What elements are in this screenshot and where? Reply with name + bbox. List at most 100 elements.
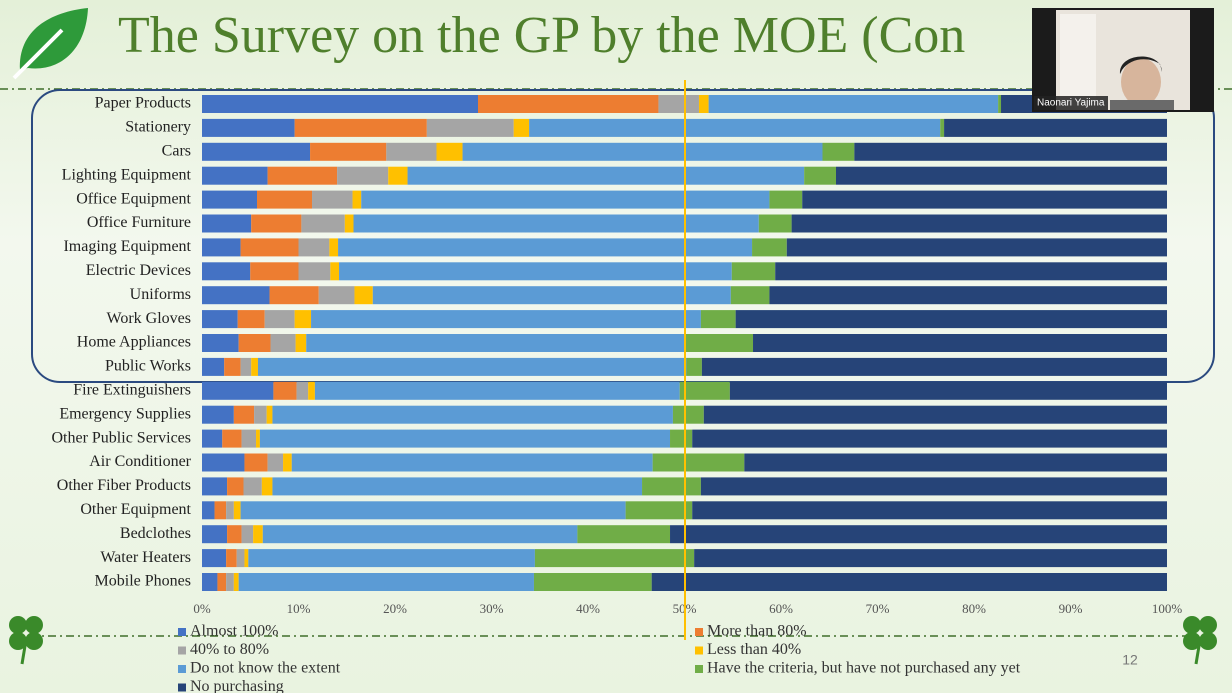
bar-segment (237, 310, 265, 329)
bar-segment (685, 334, 754, 352)
bar-segment (251, 357, 258, 376)
bar-segment (944, 118, 1167, 137)
plot: Paper Products Stationery Cars Lighting Equ… (51, 95, 1182, 616)
legend-label: Almost 100% (190, 623, 278, 640)
bar-segment (318, 286, 355, 305)
bar-segment (310, 142, 387, 161)
bar-segment (330, 262, 340, 281)
bar-segment (775, 262, 1167, 281)
bar-segment (202, 405, 234, 424)
bar-segment (269, 286, 319, 305)
bar-segment (267, 166, 338, 185)
page-number: 12 (1122, 652, 1138, 668)
bar-segment (256, 429, 260, 448)
bar-segment (477, 95, 659, 113)
category-label: Work Gloves (107, 310, 191, 327)
bar-segment (222, 429, 242, 448)
bar-segment (692, 429, 1167, 448)
bar-segment (272, 477, 643, 496)
bar-segment (267, 453, 284, 472)
category-label: Fire Extinguishers (73, 381, 191, 398)
bar-segment (257, 190, 313, 209)
bar-segment (388, 166, 408, 185)
bar-segment (698, 95, 709, 113)
bar-segment (998, 95, 1002, 113)
legend-swatch (695, 628, 703, 636)
bar-segment (386, 142, 437, 161)
bar-segment (270, 334, 296, 352)
bar-segment (226, 549, 237, 568)
bar-segment (306, 334, 686, 352)
category-label: Electric Devices (86, 262, 191, 279)
bar-segment (262, 525, 578, 544)
bar-segment (253, 525, 263, 544)
bar-segment (241, 525, 254, 544)
bar-segment (533, 573, 652, 591)
bar-segment (372, 286, 731, 305)
legend-swatch (178, 628, 186, 636)
bar-segment (701, 357, 1167, 376)
bar-segment (344, 214, 354, 233)
legend-label: Do not know the extent (190, 660, 341, 677)
category-label: Other Equipment (80, 501, 191, 518)
bar-segment (308, 381, 315, 400)
category-label: Mobile Phones (95, 573, 191, 590)
category-label: Paper Products (95, 95, 191, 112)
bar-segment (686, 357, 702, 376)
bar-segment (248, 549, 535, 568)
bar-segment (202, 429, 223, 448)
bar-segment (651, 573, 1167, 591)
bar-segment (233, 573, 239, 591)
bar-segment (244, 549, 249, 568)
x-tick-label: 0% (193, 601, 211, 616)
bar-segment (703, 405, 1167, 424)
bar-segment (735, 310, 1167, 329)
x-tick-label: 80% (962, 601, 986, 616)
legend-swatch (178, 665, 186, 673)
bar-segment (294, 118, 427, 137)
bar-segment (298, 238, 330, 257)
bar-segment (753, 334, 1167, 352)
bar-segment (529, 118, 941, 137)
category-label: Uniforms (130, 286, 191, 303)
legend-swatch (695, 665, 703, 673)
bar-segment (240, 501, 626, 520)
bar-segment (769, 190, 803, 209)
bar-segment (652, 453, 745, 472)
bar-segment (744, 453, 1167, 472)
bar-segment (298, 262, 331, 281)
bar-segment (822, 142, 855, 161)
category-label: Bedclothes (120, 525, 191, 542)
bar-segment (642, 477, 701, 496)
bar-segment (250, 262, 299, 281)
category-label: Imaging Equipment (63, 238, 191, 255)
bar-segment (264, 310, 295, 329)
bar-segment (294, 310, 312, 329)
bar-segment (238, 334, 271, 352)
video-tile: Naonari Yajima (1032, 8, 1214, 112)
clover (9, 616, 43, 665)
bar-segment (729, 381, 1167, 400)
category-label: Emergency Supplies (59, 405, 191, 422)
bar-segment (730, 286, 770, 305)
bar-segment (202, 142, 311, 161)
x-tick-label: 20% (383, 601, 407, 616)
bar-segment (854, 142, 1167, 161)
bar-segment (266, 405, 273, 424)
bar-segment (436, 142, 463, 161)
bar-segment (804, 166, 837, 185)
bar-segment (202, 310, 238, 329)
bar-segment (233, 501, 241, 520)
bar-segment (802, 190, 1167, 209)
bar-segment (352, 190, 362, 209)
bar-segment (240, 357, 252, 376)
bar-segment (672, 405, 704, 424)
bar-segment (312, 190, 353, 209)
bar-segment (226, 573, 234, 591)
bar-segment (791, 214, 1167, 233)
bar-segment (233, 405, 255, 424)
bar-segment (338, 238, 753, 257)
bar-segment (202, 573, 218, 591)
category-label: Water Heaters (100, 549, 191, 566)
